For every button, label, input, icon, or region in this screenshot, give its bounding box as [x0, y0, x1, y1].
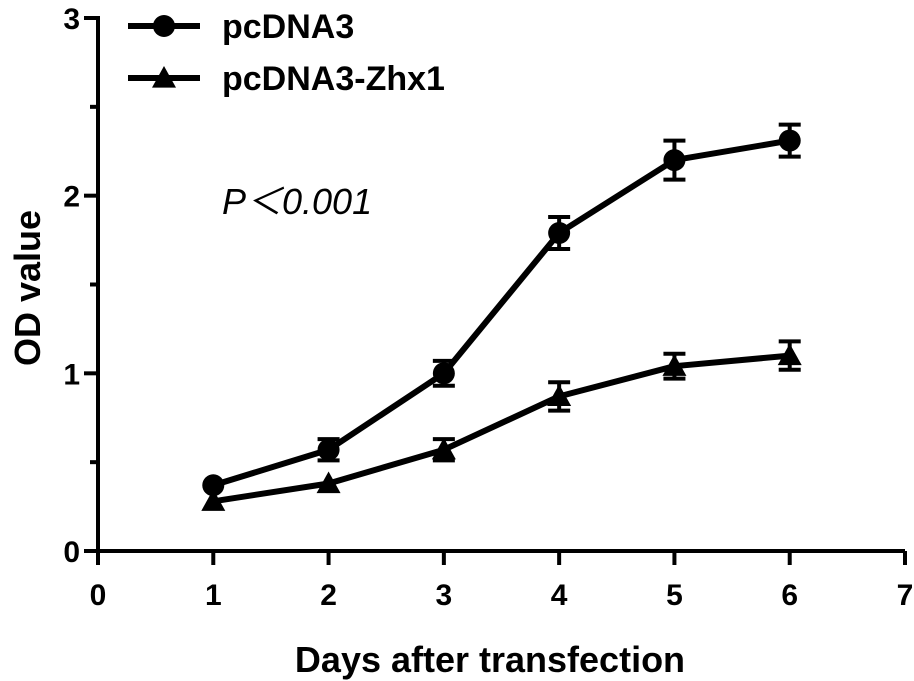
- x-tick-label: 4: [551, 579, 568, 612]
- data-point: [663, 149, 686, 172]
- x-tick-label: 0: [90, 579, 107, 612]
- series-line: [212, 352, 790, 505]
- data-point: [547, 384, 572, 407]
- axes: 0 1 2 3 4 5 6 7 0 1 2 3: [63, 3, 913, 612]
- series-triangle: [201, 339, 802, 511]
- x-tick-label: 6: [781, 579, 798, 612]
- legend-item: pcDNA3: [128, 8, 354, 46]
- legend-item: pcDNA3-Zhx1: [128, 60, 445, 98]
- x-axis-title: Days after transfection: [295, 639, 685, 680]
- legend-label: pcDNA3: [222, 8, 354, 46]
- x-tick-label: 7: [897, 579, 914, 612]
- data-point: [316, 471, 341, 494]
- legend: pcDNA3 pcDNA3-Zhx1: [128, 8, 445, 98]
- y-axis-title: OD value: [7, 210, 48, 366]
- legend-label: pcDNA3-Zhx1: [222, 60, 445, 98]
- x-tick-label: 3: [436, 579, 453, 612]
- data-point: [317, 438, 340, 461]
- data-point: [662, 354, 687, 376]
- data-point: [202, 474, 225, 497]
- series-line: [212, 137, 791, 489]
- x-tick-label: 5: [666, 579, 683, 612]
- data-point: [778, 129, 801, 152]
- series-circle: [202, 122, 801, 497]
- legend-marker: [153, 15, 175, 37]
- data-point: [201, 489, 226, 511]
- y-tick-label: 2: [63, 181, 80, 214]
- data-point: [432, 362, 455, 385]
- x-tick-label: 2: [320, 579, 337, 612]
- y-tick-label: 0: [63, 536, 80, 569]
- legend-marker: [152, 66, 176, 88]
- p-value-annotation: P＜0.001: [222, 181, 372, 222]
- data-point: [777, 343, 802, 366]
- data-point: [548, 221, 571, 244]
- x-tick-label: 1: [205, 579, 222, 612]
- y-tick-label: 3: [63, 3, 80, 36]
- data-point: [431, 437, 456, 460]
- series-layer: [201, 122, 802, 511]
- y-tick-label: 1: [63, 358, 80, 391]
